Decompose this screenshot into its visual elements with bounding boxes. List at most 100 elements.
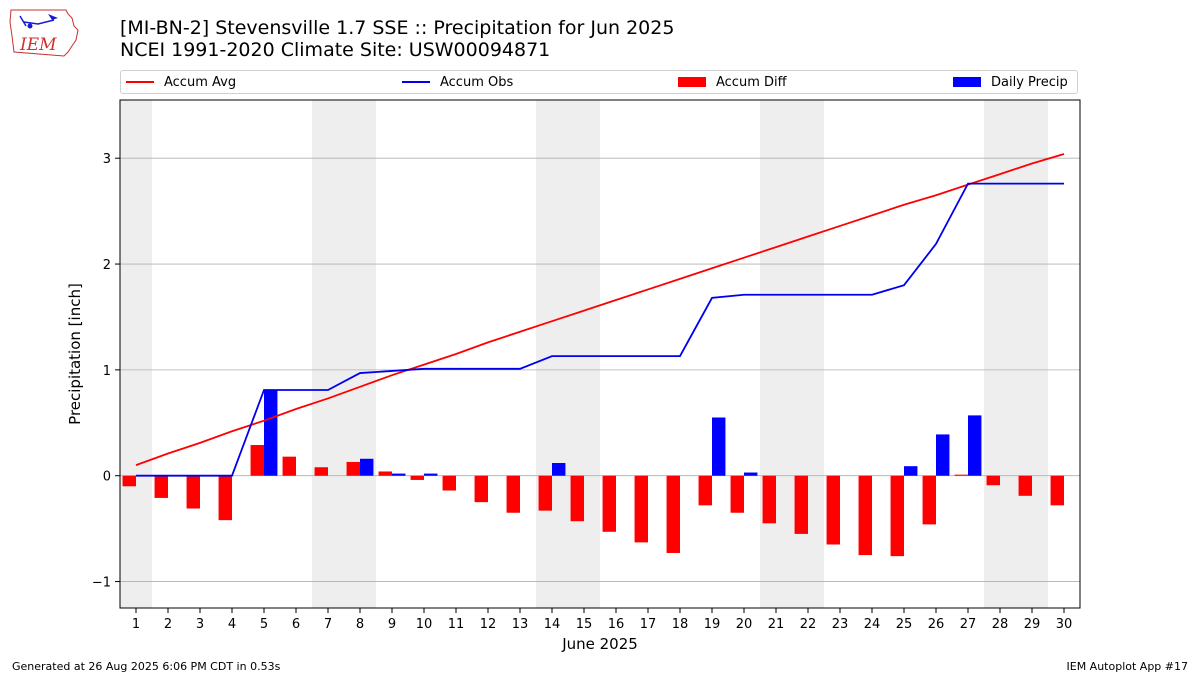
legend-label-daily-precip: Daily Precip <box>991 74 1068 90</box>
accum-diff-bar <box>954 474 968 476</box>
x-tick-label: 19 <box>704 617 721 632</box>
y-tick-label: 2 <box>103 258 111 273</box>
x-tick-label: 25 <box>896 617 913 632</box>
daily-precip-bar <box>968 415 982 476</box>
daily-precip-bar <box>392 473 406 476</box>
legend-label-accum-avg: Accum Avg <box>164 74 237 90</box>
accum-diff-bar <box>154 475 168 498</box>
x-tick-label: 14 <box>544 617 561 632</box>
legend-label-accum-obs: Accum Obs <box>440 74 514 90</box>
legend-item-daily-precip: Daily Precip <box>953 71 1068 93</box>
x-tick-label: 21 <box>768 617 785 632</box>
title-line-2: NCEI 1991-2020 Climate Site: USW00094871 <box>120 39 551 61</box>
accum-diff-bar <box>186 475 200 509</box>
accum-diff-bar <box>890 475 904 557</box>
weekend-band <box>536 100 600 608</box>
accum-avg-line <box>135 153 1065 466</box>
legend-item-accum-diff: Accum Diff <box>678 71 787 93</box>
chart-title: [MI-BN-2] Stevensville 1.7 SSE :: Precip… <box>120 17 674 61</box>
y-tick-label: 0 <box>103 470 111 485</box>
accum-diff-bar <box>250 445 264 476</box>
accum-diff-bar <box>1018 475 1032 496</box>
x-tick-label: 11 <box>448 617 465 632</box>
x-tick-label: 22 <box>800 617 817 632</box>
legend-swatch-accum-avg <box>126 81 154 83</box>
x-tick-label: 30 <box>1056 617 1073 632</box>
accum-diff-bar <box>570 475 584 522</box>
accum-diff-bar <box>314 467 328 476</box>
legend-swatch-accum-diff <box>678 77 706 87</box>
weekend-band <box>760 100 824 608</box>
logo-text: IEM <box>19 35 57 55</box>
weekend-band <box>984 100 1048 608</box>
x-axis-label: June 2025 <box>561 635 638 653</box>
x-tick-label: 12 <box>480 617 497 632</box>
accum-obs-line <box>136 182 1064 477</box>
x-tick-label: 29 <box>1024 617 1041 632</box>
plot-frame <box>119 99 1081 609</box>
daily-precip-bar <box>936 434 950 476</box>
x-tick-label: 10 <box>416 617 433 632</box>
accum-diff-bar <box>826 475 840 545</box>
x-tick-label: 26 <box>928 617 945 632</box>
legend-item-accum-avg: Accum Avg <box>126 71 236 93</box>
daily-precip-bar <box>424 473 438 476</box>
y-tick-label: 3 <box>103 152 111 167</box>
y-axis-label: Precipitation [inch] <box>66 283 84 425</box>
daily-precip-bar <box>904 466 918 476</box>
accum-diff-bar <box>666 475 680 553</box>
x-tick-label: 15 <box>576 617 593 632</box>
line-marks <box>135 153 1065 477</box>
accum-diff-bar <box>410 475 424 480</box>
x-tick-label: 16 <box>608 617 625 632</box>
y-gridlines <box>120 157 1080 582</box>
accum-diff-bar <box>282 456 296 476</box>
accum-diff-bar <box>506 475 520 513</box>
accum-diff-bar <box>218 475 232 521</box>
accum-diff-bar <box>538 475 552 511</box>
accum-diff-bar <box>1050 475 1064 506</box>
x-tick-label: 17 <box>640 617 657 632</box>
daily-precip-bar <box>360 458 374 476</box>
x-tick-label: 5 <box>260 617 268 632</box>
footer-generated: Generated at 26 Aug 2025 6:06 PM CDT in … <box>12 660 281 673</box>
bar-marks <box>122 389 1064 557</box>
footer-app: IEM Autoplot App #17 <box>1066 660 1189 673</box>
x-tick-label: 27 <box>960 617 977 632</box>
daily-precip-bar <box>744 472 758 476</box>
x-tick-label: 4 <box>228 617 236 632</box>
accum-diff-bar <box>858 475 872 556</box>
x-tick-label: 28 <box>992 617 1009 632</box>
x-tick-label: 13 <box>512 617 529 632</box>
accum-diff-bar <box>474 475 488 503</box>
accum-diff-bar <box>922 475 936 525</box>
daily-precip-bar <box>264 389 278 476</box>
title-line-1: [MI-BN-2] Stevensville 1.7 SSE :: Precip… <box>120 17 675 39</box>
legend-label-accum-diff: Accum Diff <box>716 74 787 90</box>
x-tick-label: 18 <box>672 617 689 632</box>
y-tick-label: 1 <box>103 364 111 379</box>
legend-swatch-accum-obs <box>402 81 430 83</box>
x-tick-label: 3 <box>196 617 204 632</box>
chart-legend: Accum Avg Accum Obs Accum Diff Daily Pre… <box>120 70 1078 94</box>
accum-diff-bar <box>730 475 744 513</box>
accum-diff-bar <box>634 475 648 543</box>
accum-diff-bar <box>698 475 712 506</box>
accum-diff-bar <box>346 461 360 476</box>
weekend-band <box>312 100 376 608</box>
x-tick-label: 1 <box>132 617 140 632</box>
accum-diff-bar <box>986 475 1000 486</box>
x-tick-label: 8 <box>356 617 364 632</box>
x-tick-label: 2 <box>164 617 172 632</box>
legend-swatch-daily-precip <box>953 77 981 87</box>
x-tick-label: 9 <box>388 617 396 632</box>
x-tick-label: 23 <box>832 617 849 632</box>
x-tick-label: 7 <box>324 617 332 632</box>
x-tick-label: 24 <box>864 617 881 632</box>
weekend-band <box>120 100 152 608</box>
accum-diff-bar <box>378 471 392 476</box>
iem-logo: IEM <box>8 6 80 58</box>
daily-precip-bar <box>552 463 566 476</box>
